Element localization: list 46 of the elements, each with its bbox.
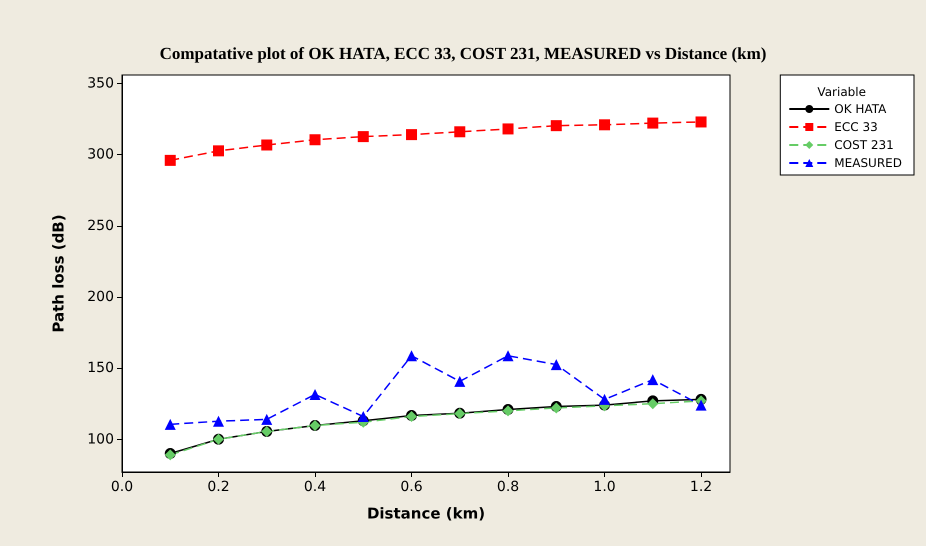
point — [550, 120, 562, 132]
y-tick-label: 350 — [87, 76, 114, 92]
y-tick-label: 300 — [87, 146, 114, 163]
chart-title: Compatative plot of OK HATA, ECC 33, COST 231, MEASURED vs Distance (km) — [160, 44, 766, 63]
point — [310, 388, 321, 400]
legend-label: MEASURED — [834, 156, 902, 170]
point — [550, 359, 562, 370]
point — [406, 350, 418, 362]
x-tick-label: 0.4 — [304, 479, 326, 495]
legend-label: ECC 33 — [834, 120, 878, 134]
x-tick-label: 0.6 — [400, 479, 423, 495]
point — [599, 119, 610, 130]
y-tick-label: 150 — [87, 360, 114, 376]
point — [213, 145, 224, 156]
point — [164, 418, 176, 430]
point — [647, 374, 658, 386]
point — [696, 400, 707, 411]
legend-label: COST 231 — [834, 138, 894, 152]
point — [599, 394, 610, 405]
y-tick-label: 100 — [87, 431, 114, 448]
point — [261, 140, 272, 151]
y-tick-label: 200 — [87, 288, 114, 305]
point — [647, 118, 658, 129]
point — [696, 116, 707, 128]
point — [164, 154, 176, 166]
point — [358, 411, 369, 422]
point — [502, 350, 514, 362]
y-axis-title: Path loss (dB) — [50, 214, 68, 333]
x-axis-title: Distance (km) — [366, 504, 486, 522]
legend-title: Variable — [817, 85, 866, 99]
point — [502, 123, 514, 134]
point — [406, 129, 418, 140]
point — [213, 416, 224, 427]
x-tick-label: 1.2 — [690, 479, 712, 495]
point — [310, 134, 321, 146]
x-tick-label: 1.0 — [593, 479, 616, 495]
point — [647, 398, 658, 410]
legend-label: OK HATA — [834, 102, 888, 116]
x-tick-label: 0.8 — [496, 479, 520, 495]
point — [261, 414, 272, 425]
point — [454, 376, 466, 387]
point — [454, 126, 466, 138]
point — [358, 131, 369, 142]
y-tick-label: 250 — [87, 218, 114, 234]
x-tick-label: 0.0 — [110, 479, 134, 495]
x-tick-label: 0.2 — [207, 479, 230, 495]
